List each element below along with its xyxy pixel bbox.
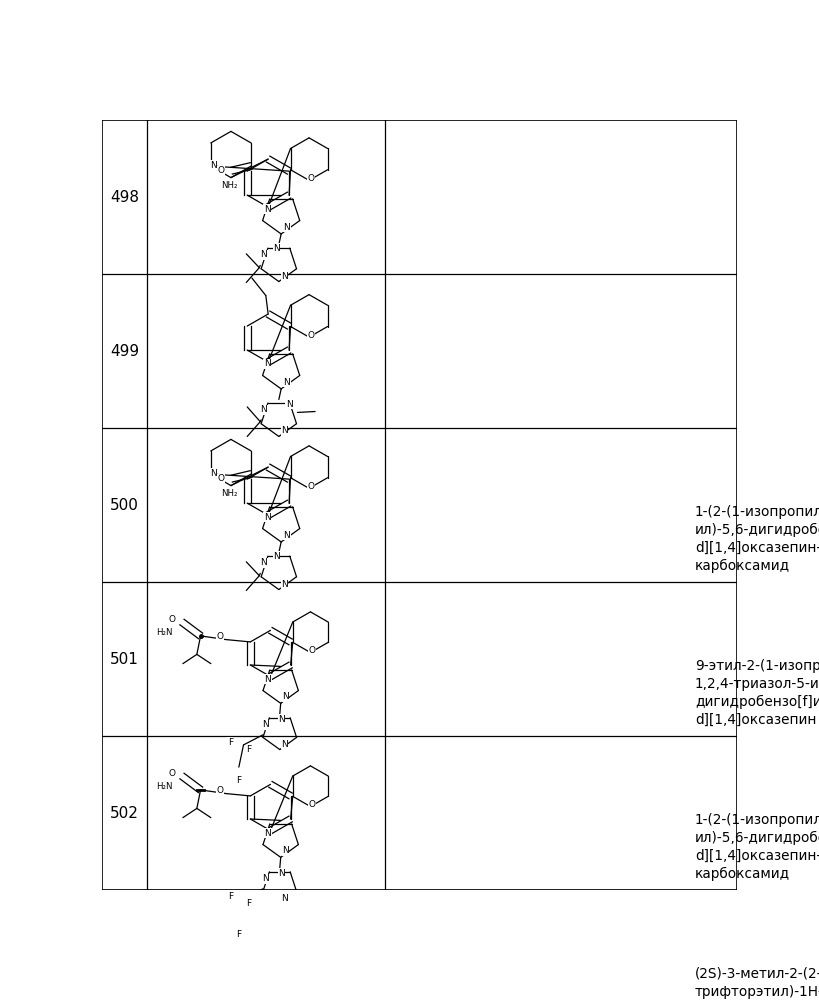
Text: N: N [283, 531, 290, 540]
Text: F: F [237, 776, 242, 785]
Text: N: N [262, 720, 269, 729]
Text: O: O [309, 800, 315, 809]
Text: O: O [307, 331, 314, 340]
Text: 500: 500 [110, 497, 139, 512]
Text: O: O [218, 474, 225, 483]
Text: H₂N: H₂N [156, 628, 173, 637]
Text: N: N [281, 740, 287, 749]
Text: F: F [237, 930, 242, 939]
Text: F: F [247, 899, 251, 908]
Text: 501: 501 [110, 652, 139, 666]
Text: F: F [228, 738, 233, 747]
Text: N: N [210, 469, 216, 478]
Text: 1-(2-(1-изопропил-1Н-1,2,4-триазол-5-
ил)-5,6-дигидробензо[f]имидазо[1,2-
d][1,4: 1-(2-(1-изопропил-1Н-1,2,4-триазол-5- ил… [695, 505, 819, 573]
Text: N: N [264, 359, 270, 368]
Text: N: N [282, 692, 289, 701]
Text: (2S)-3-метил-2-(2-(1-(2,2,2-
трифторэтил)-1Н-1,2,4-триазол-5-ил)-
5,6-дигидробен: (2S)-3-метил-2-(2-(1-(2,2,2- трифторэтил… [695, 967, 819, 1000]
Text: N: N [286, 400, 292, 409]
Text: N: N [283, 223, 290, 232]
Text: 9-этил-2-(1-изопропил-3-метил-1Н-
1,2,4-триазол-5-ил)-5,6-
дигидробензо[f]имидаз: 9-этил-2-(1-изопропил-3-метил-1Н- 1,2,4-… [695, 659, 819, 727]
Text: N: N [281, 580, 287, 589]
Text: O: O [309, 646, 315, 655]
Text: N: N [278, 715, 285, 724]
Text: O: O [307, 482, 314, 491]
Text: 1-(2-(1-изопропил-1Н-1,2,4-триазол-5-
ил)-5,6-дигидробензо[f]имидазо[1,2-
d][1,4: 1-(2-(1-изопропил-1Н-1,2,4-триазол-5- ил… [695, 813, 819, 881]
Text: N: N [265, 675, 271, 684]
Text: F: F [247, 745, 251, 754]
Text: N: N [281, 426, 287, 435]
Text: N: N [260, 250, 267, 259]
Text: N: N [265, 829, 271, 838]
Text: O: O [216, 786, 224, 795]
Text: N: N [274, 552, 280, 561]
Text: N: N [264, 205, 270, 214]
Text: H₂N: H₂N [156, 782, 173, 791]
Text: N: N [283, 378, 290, 387]
Text: N: N [262, 874, 269, 883]
Text: N: N [281, 894, 287, 903]
Text: N: N [260, 558, 267, 567]
Text: O: O [307, 174, 314, 183]
Text: NH₂: NH₂ [221, 181, 238, 190]
Text: N: N [281, 272, 287, 281]
Text: NH₂: NH₂ [221, 489, 238, 498]
Text: N: N [282, 846, 289, 855]
Text: O: O [218, 166, 225, 175]
Text: O: O [168, 615, 175, 624]
Text: 498: 498 [110, 190, 139, 205]
Text: F: F [228, 892, 233, 901]
Text: 499: 499 [110, 344, 139, 359]
Text: N: N [210, 161, 216, 170]
Text: 502: 502 [110, 806, 139, 820]
Text: O: O [216, 632, 224, 641]
Text: N: N [274, 244, 280, 253]
Text: O: O [168, 769, 175, 778]
Text: N: N [260, 405, 267, 414]
Text: N: N [278, 869, 285, 878]
Text: N: N [264, 513, 270, 522]
